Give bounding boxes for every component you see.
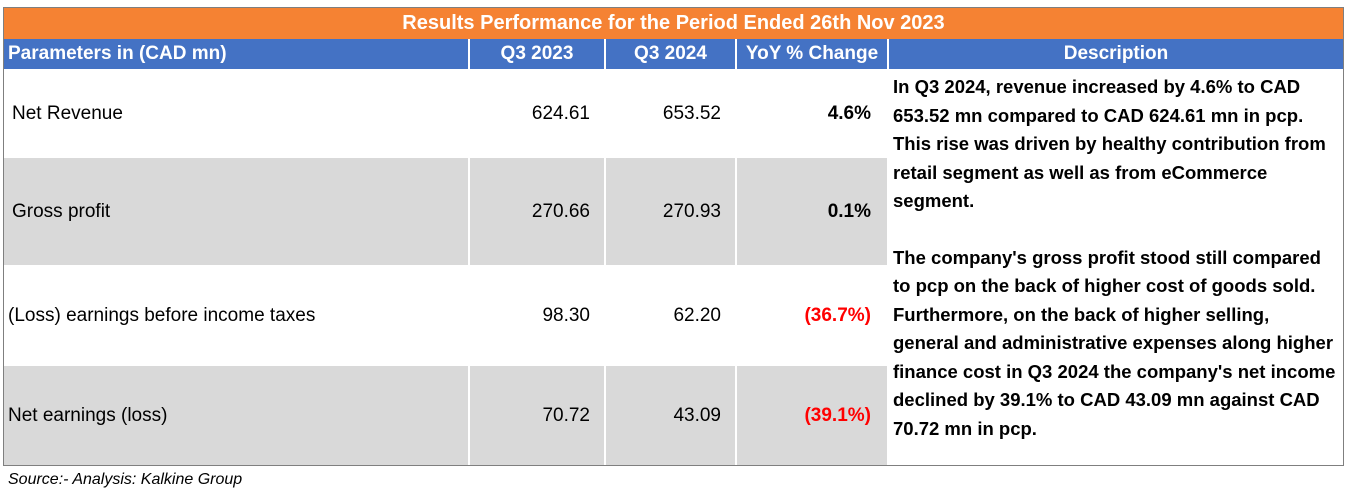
- header-yoy-change: YoY % Change: [735, 39, 887, 69]
- table-title: Results Performance for the Period Ended…: [4, 8, 1343, 39]
- row-value-q3-2023: 98.30: [468, 265, 604, 366]
- row-value-q3-2023: 624.61: [468, 69, 604, 158]
- row-value-yoy: (36.7%): [735, 265, 887, 366]
- row-value-q3-2024: 43.09: [604, 366, 735, 465]
- row-value-q3-2024: 62.20: [604, 265, 735, 366]
- row-label-net-revenue: Net Revenue: [12, 102, 123, 124]
- header-q3-2024: Q3 2024: [604, 39, 735, 69]
- row-value-yoy: 0.1%: [735, 158, 887, 265]
- header-q3-2023: Q3 2023: [468, 39, 604, 69]
- description-text: In Q3 2024, revenue increased by 4.6% to…: [887, 69, 1343, 465]
- header-parameters: Parameters in (CAD mn): [4, 39, 468, 69]
- row-value-q3-2024: 270.93: [604, 158, 735, 265]
- header-description: Description: [887, 39, 1343, 69]
- row-value-yoy: 4.6%: [735, 69, 887, 158]
- row-label-net-earnings: Net earnings (loss): [4, 366, 468, 465]
- row-value-yoy: (39.1%): [735, 366, 887, 465]
- results-table: Results Performance for the Period Ended…: [3, 7, 1344, 466]
- description-paragraph-1: In Q3 2024, revenue increased by 4.6% to…: [893, 76, 1326, 211]
- row-value-q3-2023: 270.66: [468, 158, 604, 265]
- source-note: Source:- Analysis: Kalkine Group: [8, 471, 243, 488]
- row-value-q3-2023: 70.72: [468, 366, 604, 465]
- row-label-ebit: (Loss) earnings before income taxes: [8, 304, 316, 326]
- row-label-gross-profit: Gross profit: [4, 158, 468, 265]
- description-paragraph-2: The company's gross profit stood still c…: [893, 246, 1336, 439]
- row-value-q3-2024: 653.52: [604, 69, 735, 158]
